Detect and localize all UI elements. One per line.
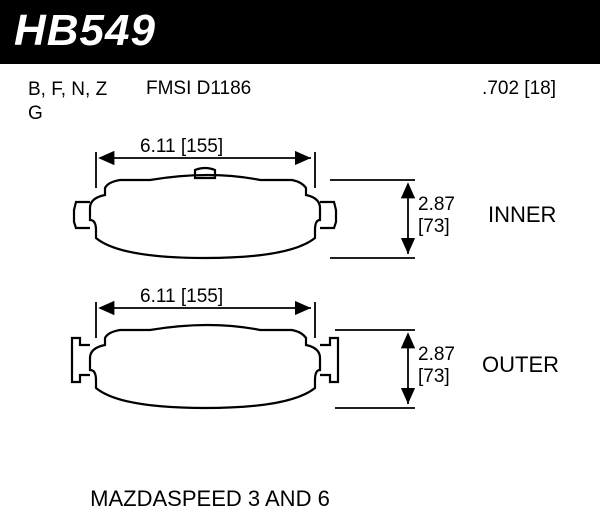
inner-width-label: 6.11 [155] (140, 136, 223, 158)
diagram-area: 6.11 [155] 2.87 [73] INNER 6.11 [155] 2.… (0, 140, 600, 480)
outer-width-label: 6.11 [155] (140, 286, 223, 308)
outer-height-mm: [73] (418, 366, 455, 388)
inner-height-mm: [73] (418, 216, 455, 238)
outer-height-val: 2.87 (418, 344, 455, 366)
outer-pad (72, 325, 338, 408)
application-label: MAZDASPEED 3 AND 6 (0, 486, 420, 512)
part-number-header: HB549 (0, 0, 600, 64)
outer-label: OUTER (482, 352, 559, 378)
inner-label: INNER (488, 202, 556, 228)
inner-height-val: 2.87 (418, 194, 455, 216)
diagram-svg (0, 140, 600, 500)
inner-pad (74, 168, 336, 258)
thickness-spec: .702 [18] (482, 78, 580, 126)
outer-height-dim (335, 330, 415, 408)
part-number: HB549 (14, 6, 156, 55)
codes-line2: G (28, 102, 146, 126)
compound-codes: B, F, N, Z G (28, 78, 146, 126)
inner-height-dim (330, 180, 415, 258)
codes-line1: B, F, N, Z (28, 78, 146, 102)
fmsi-code: FMSI D1186 (146, 78, 346, 126)
info-row: B, F, N, Z G FMSI D1186 .702 [18] (0, 64, 600, 130)
